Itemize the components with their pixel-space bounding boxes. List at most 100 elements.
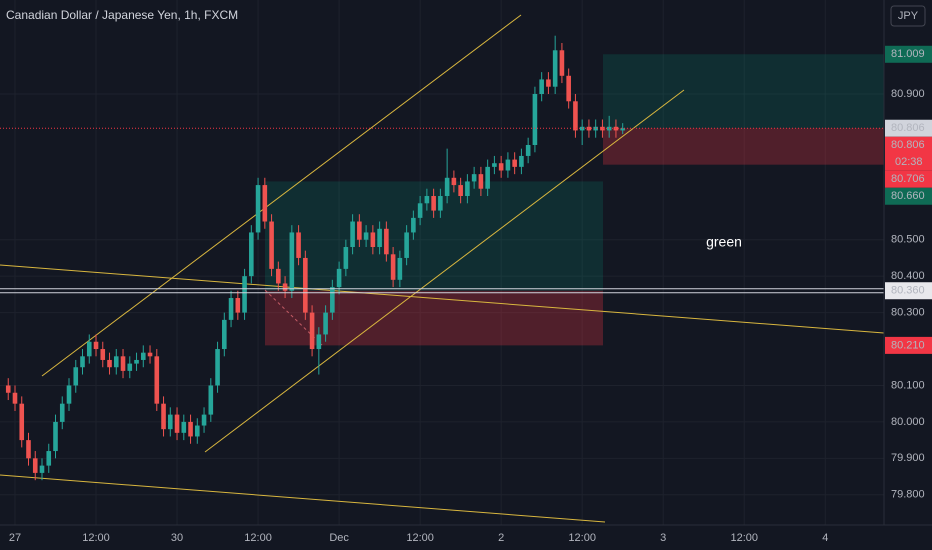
candle-body xyxy=(194,425,200,437)
price-label-bg xyxy=(885,282,932,300)
candle-body xyxy=(323,312,328,335)
countdown: 02:38 xyxy=(895,156,923,168)
candle-body xyxy=(316,334,322,350)
candle-body xyxy=(113,356,119,368)
x-tick-label: Dec xyxy=(329,532,349,544)
candle-body xyxy=(59,403,65,422)
candle-body xyxy=(600,126,605,131)
candle-body xyxy=(154,356,160,404)
candle-body xyxy=(46,451,52,466)
price-label: 80.210 xyxy=(891,339,925,351)
trend-line xyxy=(0,264,885,334)
candle-body xyxy=(235,298,241,313)
candle-body xyxy=(498,163,504,171)
candle-body xyxy=(66,385,72,404)
drawings xyxy=(0,14,885,523)
y-tick-label: 80.400 xyxy=(891,270,925,282)
candle-body xyxy=(208,385,214,415)
candle-body xyxy=(377,228,382,248)
candle-body xyxy=(188,421,193,437)
candle-body xyxy=(12,392,18,404)
candle-body xyxy=(120,356,126,371)
candle-body xyxy=(573,101,578,131)
candle-body xyxy=(269,221,274,269)
price-label: 80.806 xyxy=(891,139,925,151)
candle-body xyxy=(552,50,558,87)
candle-body xyxy=(458,185,463,197)
candle-body xyxy=(303,257,308,313)
position-zone xyxy=(603,128,884,165)
candle-body xyxy=(282,283,288,291)
trend-line xyxy=(0,474,606,523)
candle-body xyxy=(134,359,139,364)
price-label-bg xyxy=(885,336,932,354)
candle-body xyxy=(431,196,436,211)
x-tick-label: 27 xyxy=(9,532,21,544)
candle-body xyxy=(593,126,598,131)
y-tick-label: 79.900 xyxy=(891,452,925,464)
candle-body xyxy=(249,232,254,277)
candle-body xyxy=(505,159,511,171)
annotation: green xyxy=(706,234,742,250)
axes: 79.800 79.900 80.000 80.100 80.300 80.400 80.5… xyxy=(9,45,932,544)
candle-body xyxy=(80,356,85,368)
currency-label[interactable]: JPY xyxy=(898,10,919,22)
candle-body xyxy=(471,174,477,182)
y-tick-label: 80.300 xyxy=(891,307,925,319)
candle-body xyxy=(296,232,301,258)
candle-body xyxy=(451,177,457,186)
candle-body xyxy=(228,298,234,320)
x-tick-label: 3 xyxy=(660,532,666,544)
candle-body xyxy=(167,414,173,430)
candle-body xyxy=(478,174,484,189)
x-tick-label: 4 xyxy=(822,532,828,544)
currency-button[interactable] xyxy=(890,5,926,27)
price-label: 80.360 xyxy=(891,285,925,297)
candle-body xyxy=(357,221,362,240)
price-label-bg xyxy=(885,45,932,63)
price-label-bg xyxy=(885,136,932,171)
candle-body xyxy=(397,257,403,280)
candle-body xyxy=(222,319,227,350)
candle-body xyxy=(53,421,58,452)
candle-body xyxy=(343,247,349,269)
candle-body xyxy=(93,341,99,350)
candle-body xyxy=(215,349,220,386)
candle-body xyxy=(519,155,524,167)
candle-body xyxy=(201,414,207,426)
candle-body xyxy=(289,232,295,291)
candle-body xyxy=(350,221,355,248)
candle-body xyxy=(5,385,11,393)
candle-body xyxy=(444,177,450,197)
price-label: 80.806 xyxy=(891,122,925,134)
candle-body xyxy=(546,79,551,87)
candle-body xyxy=(424,196,430,204)
candle-body xyxy=(86,341,92,357)
x-tick-label: 12:00 xyxy=(406,532,434,544)
candle-body xyxy=(620,128,625,131)
candle-body xyxy=(384,228,389,255)
candle-body xyxy=(336,268,342,288)
price-axis xyxy=(884,0,932,550)
y-tick-label: 80.900 xyxy=(891,88,925,100)
candle-body xyxy=(417,203,423,218)
candle-body xyxy=(512,159,517,167)
candle-body xyxy=(39,465,45,473)
y-tick-label: 80.500 xyxy=(891,234,925,246)
candle-body xyxy=(390,254,396,280)
levels xyxy=(0,127,884,294)
x-tick-label: 12:00 xyxy=(82,532,110,544)
x-tick-label: 12:00 xyxy=(568,532,596,544)
x-tick-label: 30 xyxy=(171,532,183,544)
candle-body xyxy=(465,181,470,197)
candle-body xyxy=(363,232,369,240)
price-label-bg xyxy=(885,170,932,188)
candle-body xyxy=(32,458,38,473)
y-tick-label: 80.000 xyxy=(891,416,925,428)
candle-body xyxy=(107,359,112,368)
candle-body xyxy=(566,75,571,102)
candle-body xyxy=(330,287,335,313)
x-tick-label: 12:00 xyxy=(730,532,758,544)
price-label-bg xyxy=(885,119,932,137)
